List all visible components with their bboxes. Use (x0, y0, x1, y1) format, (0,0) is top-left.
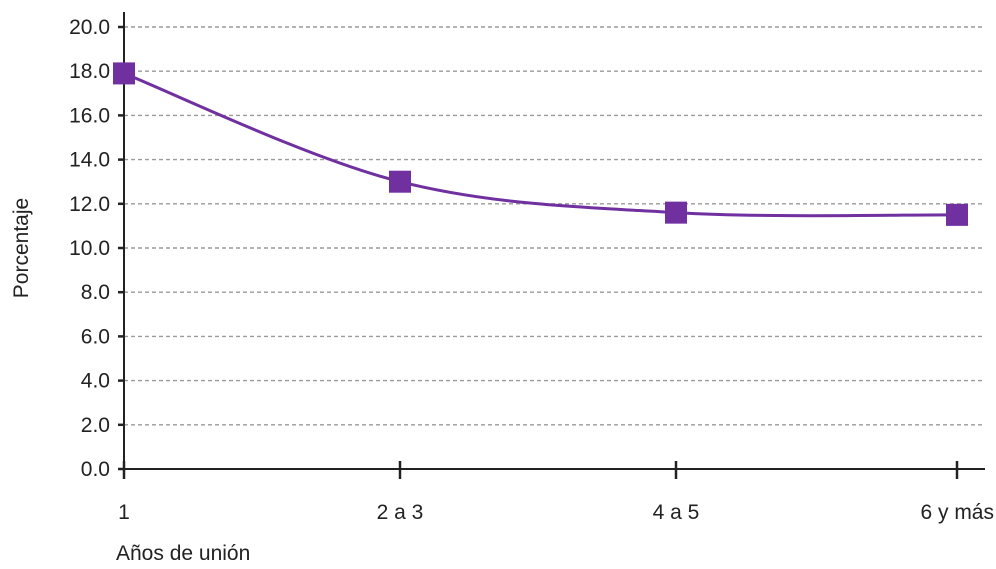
x-tick-label: 2 a 3 (377, 501, 424, 524)
x-tick-label: 6 y más (920, 501, 994, 524)
y-tick-label: 14.0 (69, 149, 110, 172)
y-tick-label: 6.0 (81, 325, 110, 348)
series-line (123, 72, 958, 218)
y-tick-label: 12.0 (69, 193, 110, 216)
data-point-marker (946, 203, 968, 226)
y-tick-label: 4.0 (81, 370, 110, 393)
data-point-marker (665, 201, 687, 224)
x-tick-label: 4 a 5 (653, 501, 700, 524)
y-tick-label: 20.0 (69, 16, 110, 39)
grid-lines (124, 26, 985, 426)
y-tick-label: 10.0 (69, 237, 110, 260)
y-tick-label: 0.0 (81, 458, 110, 481)
x-tick-label: 1 (118, 501, 130, 524)
x-ticks: 1 2 a 3 4 a 5 6 y más (118, 461, 994, 524)
data-point-marker (389, 170, 411, 193)
data-point-marker (113, 62, 135, 85)
x-axis-label: Años de unión (116, 542, 250, 565)
data-points (113, 62, 968, 226)
y-axis-label: Porcentaje (10, 198, 33, 298)
y-tick-label: 18.0 (69, 60, 110, 83)
y-tick-label: 16.0 (69, 104, 110, 127)
axes (123, 12, 985, 470)
y-tick-label: 8.0 (81, 281, 110, 304)
y-tick-labels: 0.0 2.0 4.0 6.0 8.0 10.0 12.0 14.0 16.0 18.0 20.0 (69, 16, 124, 481)
y-tick-label: 2.0 (81, 414, 110, 437)
